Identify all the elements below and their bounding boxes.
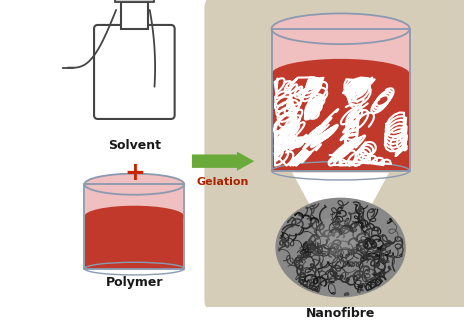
FancyBboxPatch shape bbox=[204, 0, 469, 312]
Text: Polymer: Polymer bbox=[106, 276, 163, 289]
Polygon shape bbox=[273, 29, 409, 74]
Bar bbox=[115, 0, 154, 2]
Text: Gelation: Gelation bbox=[196, 177, 249, 187]
Text: Nanofibre: Nanofibre bbox=[306, 307, 375, 320]
Polygon shape bbox=[273, 74, 409, 171]
Text: +: + bbox=[124, 161, 145, 185]
Ellipse shape bbox=[84, 174, 184, 195]
Ellipse shape bbox=[326, 232, 346, 247]
Ellipse shape bbox=[272, 59, 410, 90]
Bar bbox=[272, 29, 410, 171]
Ellipse shape bbox=[84, 206, 184, 227]
Ellipse shape bbox=[275, 198, 406, 297]
Ellipse shape bbox=[316, 225, 356, 255]
FancyArrow shape bbox=[192, 152, 254, 171]
FancyBboxPatch shape bbox=[94, 25, 174, 119]
Polygon shape bbox=[273, 74, 409, 171]
Ellipse shape bbox=[272, 13, 410, 44]
Polygon shape bbox=[85, 184, 183, 216]
Polygon shape bbox=[292, 173, 389, 262]
Ellipse shape bbox=[307, 217, 365, 262]
Bar bbox=[84, 184, 184, 268]
Text: Solvent: Solvent bbox=[108, 139, 161, 152]
Bar bbox=[121, 2, 148, 29]
Polygon shape bbox=[85, 216, 183, 268]
Polygon shape bbox=[85, 216, 183, 268]
